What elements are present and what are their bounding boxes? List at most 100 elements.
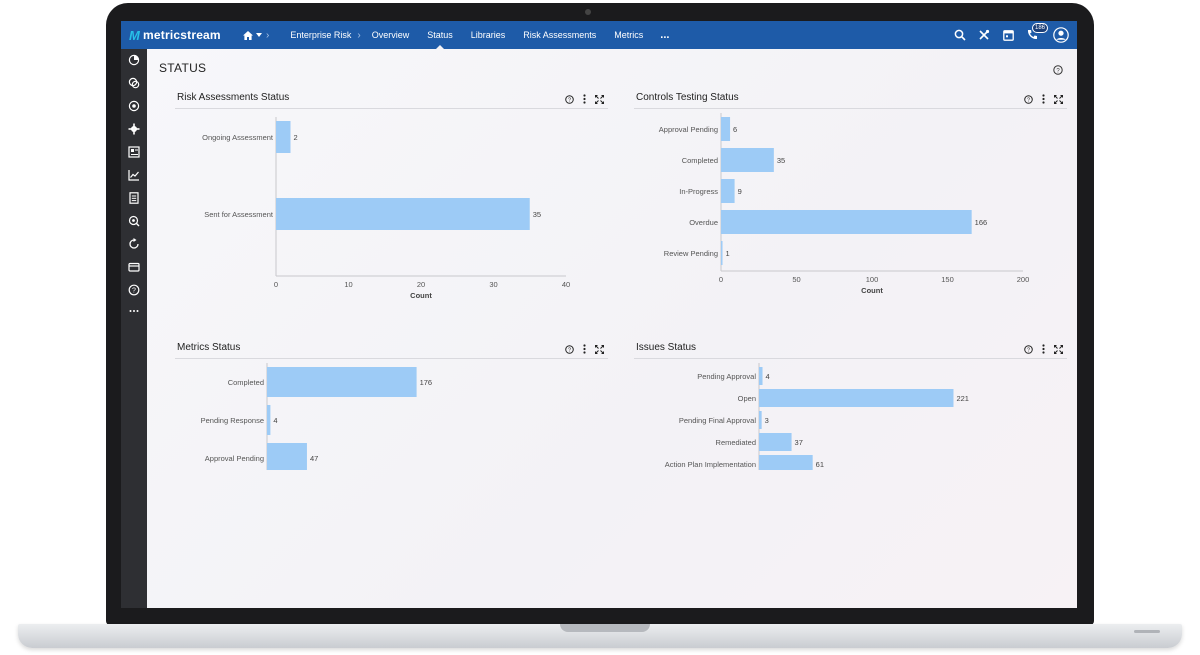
- data-label: 61: [816, 460, 824, 469]
- data-label: 3: [765, 416, 769, 425]
- category-label: Remediated: [716, 438, 756, 447]
- nav-enterprise-risk[interactable]: Enterprise Risk: [281, 21, 353, 49]
- caret-down-icon: [256, 33, 262, 37]
- bar: [759, 433, 792, 451]
- nav-label: Metrics: [614, 30, 644, 40]
- panel-title: Risk Assessments Status: [177, 92, 290, 103]
- expand-icon[interactable]: [595, 94, 604, 104]
- tab-libraries[interactable]: Libraries: [462, 21, 515, 49]
- bar: [276, 121, 291, 153]
- page-title: STATUS: [159, 61, 207, 75]
- logo-mark: M: [129, 27, 141, 43]
- more-vertical-icon[interactable]: [1042, 344, 1045, 354]
- help-icon[interactable]: ?: [565, 344, 574, 354]
- line-chart-icon[interactable]: [128, 169, 140, 181]
- page-help-icon[interactable]: ?: [1053, 62, 1063, 80]
- tab-risk-assessments[interactable]: Risk Assessments: [514, 21, 605, 49]
- camera-icon: [585, 9, 591, 15]
- risk-icon[interactable]: [128, 77, 140, 89]
- help-icon[interactable]: ?: [128, 284, 140, 296]
- expand-icon[interactable]: [1054, 94, 1063, 104]
- card-icon[interactable]: [128, 261, 140, 273]
- category-label: Pending Approval: [697, 372, 756, 381]
- controls-icon[interactable]: [128, 100, 140, 112]
- tab-status[interactable]: Status: [418, 21, 462, 49]
- svg-text:?: ?: [1027, 97, 1030, 103]
- panel-title: Issues Status: [636, 342, 697, 353]
- panel-body: Completed 176 Pending Response 4 Approval Pe…: [175, 359, 608, 470]
- tools-icon[interactable]: [977, 28, 991, 42]
- logo-text: metricstream: [143, 28, 221, 42]
- expand-icon[interactable]: [595, 344, 604, 354]
- x-tick-label: 40: [562, 280, 570, 289]
- help-icon[interactable]: ?: [1024, 94, 1033, 104]
- panel-title: Controls Testing Status: [636, 92, 739, 103]
- data-label: 37: [795, 438, 803, 447]
- category-label: Completed: [228, 378, 264, 387]
- bar: [267, 367, 417, 397]
- search-icon[interactable]: [953, 28, 967, 42]
- app-screen: M metricstream › Enterprise Risk › Overv…: [121, 21, 1077, 608]
- settings-gear-icon[interactable]: [128, 123, 140, 135]
- report-icon[interactable]: [128, 146, 140, 158]
- x-tick-label: 10: [344, 280, 352, 289]
- data-label: 176: [420, 378, 433, 387]
- app-logo[interactable]: M metricstream: [121, 28, 235, 43]
- data-label: 47: [310, 454, 318, 463]
- refresh-icon[interactable]: [128, 238, 140, 250]
- data-label: 9: [738, 187, 742, 196]
- panel-toolbar: ?: [1024, 94, 1063, 104]
- nav-label: Overview: [371, 30, 410, 40]
- more-icon[interactable]: [128, 305, 140, 317]
- issues-bar-chart: Pending Approval 4 Open 221 Pending Final Ap…: [665, 363, 969, 470]
- data-label: 6: [733, 125, 737, 134]
- svg-text:?: ?: [568, 97, 571, 103]
- notifications-icon[interactable]: 186: [1025, 23, 1048, 42]
- category-label: Open: [738, 394, 756, 403]
- risk-assessments-bar-chart: Ongoing Assessment 2 Sent for Assessment 35…: [202, 117, 570, 300]
- bar: [721, 148, 774, 172]
- svg-text:?: ?: [1056, 68, 1060, 74]
- metrics-bar-chart: Completed 176 Pending Response 4 Approval Pe…: [201, 363, 433, 470]
- more-vertical-icon[interactable]: [583, 344, 586, 354]
- issues-status-panel: Issues Status ? Pending Approval 4 Open 221…: [634, 339, 1067, 470]
- breadcrumb-chevron-icon: ›: [357, 29, 361, 41]
- help-icon[interactable]: ?: [565, 94, 574, 104]
- category-label: Review Pending: [664, 249, 718, 258]
- bar: [267, 405, 271, 435]
- user-avatar-icon[interactable]: [1053, 27, 1069, 43]
- category-label: Pending Final Approval: [679, 416, 756, 425]
- calendar-icon[interactable]: [1001, 28, 1015, 42]
- laptop-notch: [560, 624, 650, 632]
- tab-overview[interactable]: Overview: [363, 21, 419, 49]
- tab-metrics[interactable]: Metrics: [605, 21, 652, 49]
- x-axis-title: Count: [861, 286, 883, 295]
- breadcrumb-chevron-icon: ›: [266, 29, 270, 41]
- category-label: Approval Pending: [659, 125, 718, 134]
- issues-icon[interactable]: [128, 215, 140, 227]
- panel-toolbar: ?: [1024, 344, 1063, 354]
- nav-label: Enterprise Risk: [290, 30, 352, 40]
- home-menu-button[interactable]: ›: [235, 30, 281, 41]
- dashboard-icon[interactable]: [128, 54, 140, 66]
- category-label: Sent for Assessment: [204, 210, 274, 219]
- x-tick-label: 200: [1017, 275, 1030, 284]
- category-label: In-Progress: [679, 187, 718, 196]
- more-vertical-icon[interactable]: [1042, 94, 1045, 104]
- panel-title: Metrics Status: [177, 342, 241, 353]
- more-vertical-icon[interactable]: [583, 94, 586, 104]
- bar: [759, 389, 954, 407]
- more-tabs-button[interactable]: ...: [660, 29, 670, 41]
- document-icon[interactable]: [128, 192, 140, 204]
- x-tick-label: 100: [866, 275, 879, 284]
- data-label: 221: [956, 394, 969, 403]
- category-label: Pending Response: [201, 416, 264, 425]
- main-nav: › Enterprise Risk › Overview Status Libr…: [235, 21, 677, 49]
- category-label: Completed: [682, 156, 718, 165]
- bar: [721, 117, 731, 141]
- data-label: 4: [766, 372, 770, 381]
- panel-header: Issues Status ?: [634, 339, 1067, 359]
- category-label: Action Plan Implementation: [665, 460, 756, 469]
- help-icon[interactable]: ?: [1024, 344, 1033, 354]
- expand-icon[interactable]: [1054, 344, 1063, 354]
